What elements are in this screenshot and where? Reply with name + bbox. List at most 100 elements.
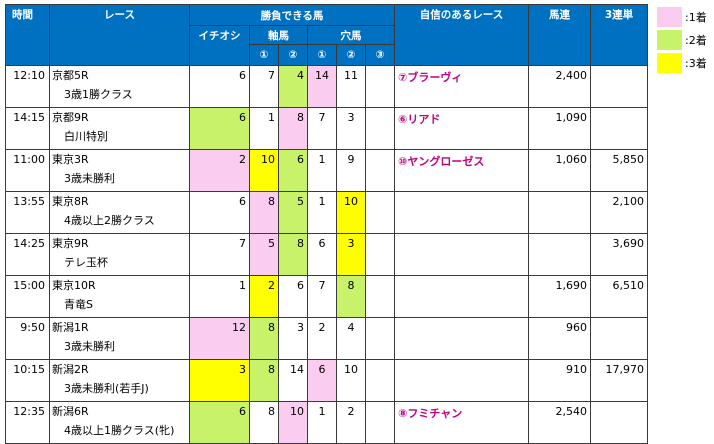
horse-ana-3 — [365, 401, 395, 444]
race-name: 京都5R — [52, 69, 89, 82]
legend-label-second: :2着 — [685, 33, 707, 47]
horse-ana-3 — [365, 65, 395, 108]
horse-ana-1: 1 — [307, 149, 337, 192]
table-row: 15:00 東京10R 青竜S 1 2 6 7 8 1,690 6,510 — [5, 275, 648, 318]
header-jiku-2: ② — [278, 44, 308, 66]
horse-ana-3 — [365, 359, 395, 402]
sanrentan-payout: 17,970 — [590, 359, 648, 402]
horse-ana-2: 3 — [336, 107, 366, 150]
horse-ichioshi: 7 — [189, 233, 250, 276]
confident-pick: ⑦ブラーヴィ — [394, 65, 529, 108]
header-horses: 勝負できる馬 — [189, 4, 395, 26]
race-condition: 4歳以上2勝クラス — [64, 214, 155, 227]
race-table: 時間 レース 勝負できる馬 自信のあるレース 馬連 3連単 イチオシ 軸馬 穴馬… — [5, 4, 648, 444]
table-row: 9:50 新潟1R 3歳未勝利 12 8 3 2 4 960 — [5, 317, 648, 360]
table-row: 11:00 東京3R 3歳未勝利 2 10 6 1 9 ⑩ヤングローゼス 1,060 5,850 — [5, 149, 648, 192]
race-name: 新潟6R — [52, 405, 89, 418]
race-condition: 白川特別 — [64, 130, 108, 143]
race-time: 14:25 — [5, 233, 50, 276]
race-condition: 3歳1勝クラス — [64, 88, 133, 101]
race-time: 14:15 — [5, 107, 50, 150]
sanrentan-payout — [590, 317, 648, 360]
horse-ana-2: 9 — [336, 149, 366, 192]
header-ichioshi: イチオシ — [189, 25, 250, 66]
horse-jiku-1: 10 — [249, 149, 279, 192]
race-time: 12:10 — [5, 65, 50, 108]
horse-jiku-1: 8 — [249, 191, 279, 234]
table-row: 12:35 新潟6R 4歳以上1勝クラス(牝) 6 8 10 1 2 ⑧フミチャン 2,540 — [5, 401, 648, 444]
table-row: 12:10 京都5R 3歳1勝クラス 6 7 4 14 11 ⑦ブラーヴィ 2,400 — [5, 65, 648, 108]
race-name-cell: 新潟2R 3歳未勝利(若手J) — [49, 359, 190, 402]
confident-pick — [394, 191, 529, 234]
race-name-cell: 京都5R 3歳1勝クラス — [49, 65, 190, 108]
header-jiku-1: ① — [249, 44, 279, 66]
horse-ichioshi: 6 — [189, 107, 250, 150]
race-time: 15:00 — [5, 275, 50, 318]
race-condition: 3歳未勝利(若手J) — [64, 382, 149, 395]
race-condition: 3歳未勝利 — [64, 172, 115, 185]
horse-ana-1: 1 — [307, 191, 337, 234]
confident-pick: ⑧フミチャン — [394, 401, 529, 444]
horse-jiku-2: 10 — [278, 401, 308, 444]
umaren-payout: 2,400 — [528, 65, 591, 108]
race-name-cell: 東京9R テレ玉杯 — [49, 233, 190, 276]
horse-ichioshi: 6 — [189, 65, 250, 108]
confident-pick — [394, 359, 529, 402]
horse-ana-2: 8 — [336, 275, 366, 318]
horse-jiku-1: 8 — [249, 359, 279, 402]
horse-jiku-2: 3 — [278, 317, 308, 360]
sanrentan-payout: 3,690 — [590, 233, 648, 276]
race-name-cell: 新潟6R 4歳以上1勝クラス(牝) — [49, 401, 190, 444]
horse-jiku-2: 6 — [278, 149, 308, 192]
horse-ichioshi: 1 — [189, 275, 250, 318]
horse-jiku-2: 14 — [278, 359, 308, 402]
horse-jiku-1: 7 — [249, 65, 279, 108]
horse-ana-1: 1 — [307, 401, 337, 444]
horse-ana-1: 14 — [307, 65, 337, 108]
umaren-payout: 1,090 — [528, 107, 591, 150]
header-ana-1: ① — [307, 44, 337, 66]
horse-ana-3 — [365, 317, 395, 360]
horse-ana-2: 3 — [336, 233, 366, 276]
confident-pick — [394, 233, 529, 276]
horse-jiku-1: 5 — [249, 233, 279, 276]
race-time: 10:15 — [5, 359, 50, 402]
horse-ichioshi: 12 — [189, 317, 250, 360]
horse-ana-3 — [365, 275, 395, 318]
sanrentan-payout — [590, 107, 648, 150]
umaren-payout — [528, 191, 591, 234]
table-row: 14:25 東京9R テレ玉杯 7 5 8 6 3 3,690 — [5, 233, 648, 276]
horse-ana-1: 2 — [307, 317, 337, 360]
race-time: 11:00 — [5, 149, 50, 192]
horse-jiku-2: 4 — [278, 65, 308, 108]
sanrentan-payout — [590, 65, 648, 108]
table-row: 14:15 京都9R 白川特別 6 1 8 7 3 ⑥リアド 1,090 — [5, 107, 648, 150]
horse-ana-2: 10 — [336, 191, 366, 234]
legend-first: :1着 — [657, 5, 707, 28]
race-name-cell: 東京8R 4歳以上2勝クラス — [49, 191, 190, 234]
race-condition: 3歳未勝利 — [64, 340, 115, 353]
horse-jiku-2: 6 — [278, 275, 308, 318]
table-row: 10:15 新潟2R 3歳未勝利(若手J) 3 8 14 6 10 910 17,970 — [5, 359, 648, 402]
umaren-payout — [528, 233, 591, 276]
header-ana-2: ② — [336, 44, 366, 66]
horse-ana-1: 7 — [307, 275, 337, 318]
confident-pick: ⑥リアド — [394, 107, 529, 150]
sanrentan-payout: 5,850 — [590, 149, 648, 192]
horse-ana-2: 10 — [336, 359, 366, 402]
race-time: 13:55 — [5, 191, 50, 234]
header-race: レース — [49, 4, 190, 66]
horse-ichioshi: 6 — [189, 191, 250, 234]
header-umaren: 馬連 — [528, 4, 591, 66]
horse-jiku-1: 8 — [249, 317, 279, 360]
horse-ichioshi: 6 — [189, 401, 250, 444]
race-time: 12:35 — [5, 401, 50, 444]
horse-ana-1: 6 — [307, 359, 337, 402]
race-time: 9:50 — [5, 317, 50, 360]
race-name: 東京9R — [52, 237, 89, 250]
race-name: 東京8R — [52, 195, 89, 208]
legend-label-first: :1着 — [685, 10, 707, 24]
race-condition: テレ玉杯 — [64, 256, 108, 269]
umaren-payout: 960 — [528, 317, 591, 360]
legend-swatch-second — [657, 29, 682, 50]
